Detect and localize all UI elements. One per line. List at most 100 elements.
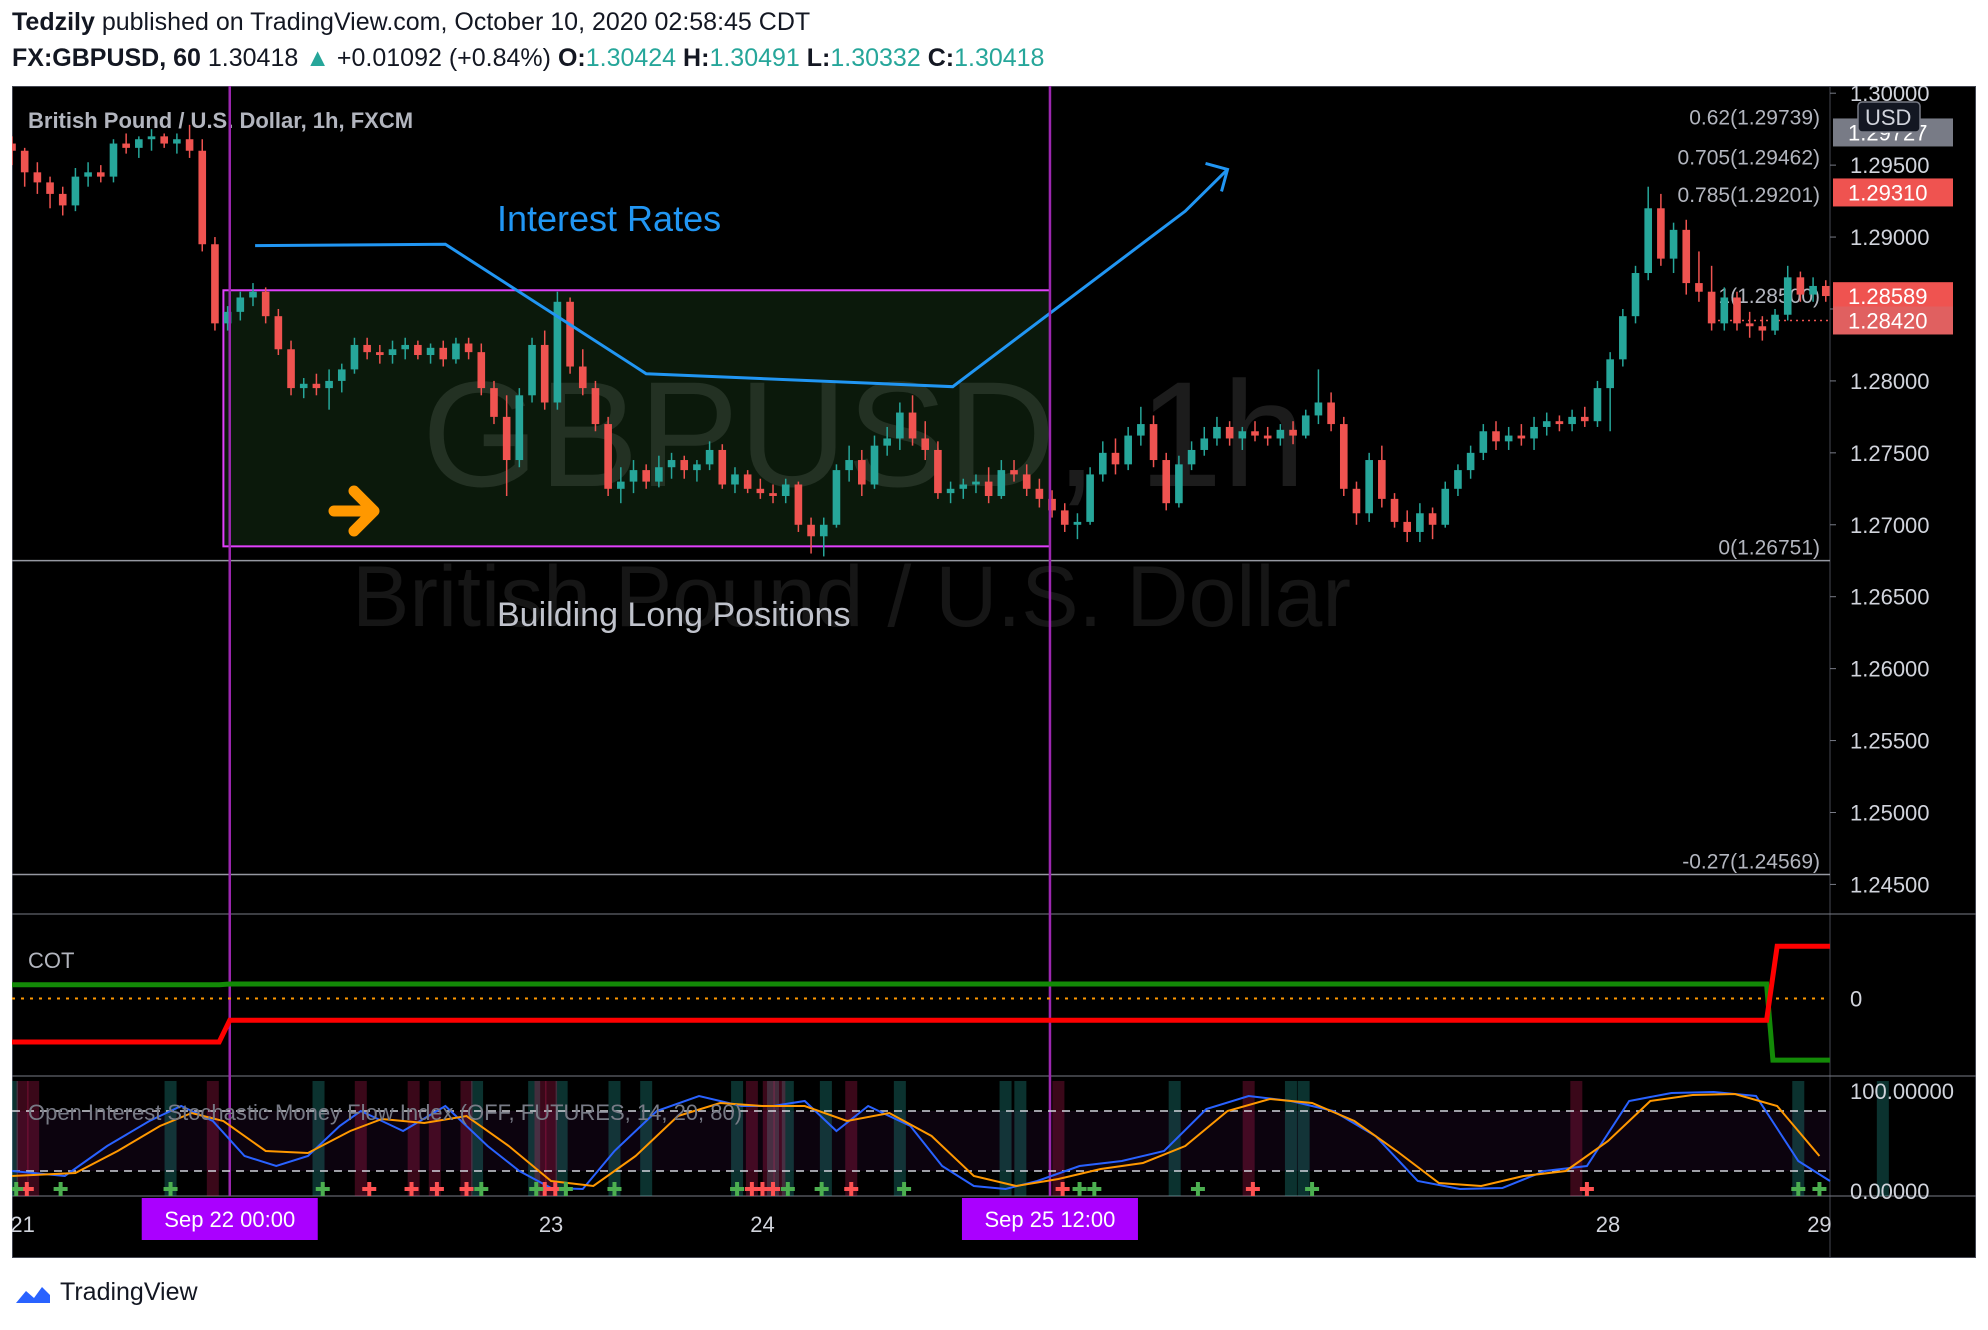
price-chart[interactable]: GBPUSD, 1h British Pound / U.S. Dollar 0.6… (12, 86, 1976, 1258)
candle-body (236, 297, 245, 312)
price-badge-label: 1.28589 (1848, 284, 1928, 309)
buy-plus-icon (12, 1182, 24, 1196)
candle-body (680, 460, 689, 471)
time-tick-label: 29 (1807, 1212, 1831, 1237)
candle-body (1593, 388, 1602, 422)
candle-body (807, 524, 815, 537)
candle-body (1352, 488, 1361, 514)
candle-body (617, 481, 625, 489)
stoch-band-fill (12, 1111, 1830, 1171)
buy-plus-icon (529, 1182, 544, 1196)
buy-plus-icon (1190, 1182, 1205, 1196)
stoch-signal-band-green (1792, 1081, 1805, 1196)
buy-plus-icon (474, 1182, 489, 1196)
candle-body (1035, 488, 1044, 499)
candle-body (185, 139, 194, 151)
candle-body (883, 438, 891, 446)
candle-body (934, 449, 942, 494)
candle-body (1631, 273, 1640, 317)
candle-body (426, 347, 435, 356)
price-change: +0.01092 (+0.84%) (336, 44, 551, 72)
stoch-signal-band-green (893, 1081, 906, 1196)
orange-arrow-icon (328, 485, 380, 537)
candle-body (337, 369, 346, 381)
candle-body (173, 139, 181, 144)
publish-line: Tedzily published on TradingView.com, Oc… (12, 8, 810, 37)
stoch-signal-band-red (762, 1081, 775, 1196)
buy-plus-icon (1812, 1182, 1827, 1196)
stoch-signal-band-green (731, 1081, 744, 1196)
cot-zero-label: 0 (1850, 987, 1862, 1012)
candle-body (1555, 421, 1564, 425)
sell-plus-icon (459, 1182, 474, 1196)
high-label: H: (683, 44, 710, 72)
candle-body (160, 136, 169, 144)
buy-plus-icon (315, 1182, 330, 1196)
candle-body (261, 291, 270, 317)
candle-body (452, 343, 460, 360)
candle-body (401, 344, 410, 350)
stoch-signal-band-green (12, 1081, 18, 1196)
tradingview-brand[interactable]: TradingView (60, 1278, 198, 1306)
candle-body (705, 449, 714, 465)
candle-body (1504, 435, 1513, 442)
stoch-signal-band-green (312, 1081, 325, 1196)
buy-plus-icon (1791, 1182, 1806, 1196)
candle-body (71, 176, 80, 206)
candle-body (731, 474, 739, 485)
candle-body (198, 150, 207, 245)
candle-body (604, 424, 612, 489)
candle-body (718, 449, 727, 485)
candle-body (1580, 416, 1589, 422)
buy-plus-icon (607, 1182, 622, 1196)
candle-body (464, 343, 473, 353)
candle-body (287, 349, 295, 389)
candle-body (274, 316, 283, 350)
interest-rates-label: Interest Rates (497, 198, 721, 239)
candle-body (33, 172, 42, 183)
candle-body (1644, 208, 1653, 274)
buy-plus-icon (730, 1182, 745, 1196)
candle-body (96, 172, 105, 177)
candle-body (122, 143, 130, 148)
candle-body (1137, 424, 1145, 436)
price-tick-label: 1.27500 (1850, 441, 1930, 466)
sell-plus-icon (362, 1182, 377, 1196)
stoch-label: Open Interest Stochastic Money Flow Inde… (28, 1100, 742, 1125)
candle-body (1289, 429, 1297, 436)
stoch-signal-band-red (1570, 1081, 1583, 1196)
footer: TradingView (12, 1278, 198, 1307)
candle-body (363, 344, 371, 353)
candle-body (147, 136, 156, 140)
stoch-signal-band-red (1052, 1081, 1065, 1196)
fib-level-label: 0.705(1.29462) (1678, 147, 1820, 170)
candle-body (566, 301, 574, 367)
candle-body (299, 383, 308, 389)
stoch-signal-band-green (819, 1081, 832, 1196)
ohlc-line: FX:GBPUSD, 60 1.30418 ▲ +0.01092 (+0.84%… (12, 44, 1044, 73)
stoch-signal-band-green (1168, 1081, 1181, 1196)
candle-body (553, 301, 562, 403)
sell-plus-icon (766, 1182, 781, 1196)
candle-body (1048, 498, 1056, 511)
interest-arrow-head (1205, 161, 1230, 192)
time-tick-label: 24 (750, 1212, 774, 1237)
candle-body (312, 383, 321, 389)
candle-body (1796, 277, 1805, 295)
building-long-label: Building Long Positions (497, 596, 850, 634)
close-value: 1.30418 (954, 44, 1045, 72)
stoch-signal-band-red (545, 1081, 558, 1196)
cot-label: COT (28, 948, 74, 973)
fib-level-label: 0.62(1.29739) (1689, 107, 1820, 130)
buy-plus-icon (780, 1182, 795, 1196)
price-badge (1833, 306, 1953, 335)
chart-background (12, 86, 1976, 1258)
stoch-signal-band-red (745, 1081, 758, 1196)
candle-body (1378, 460, 1386, 499)
candle-body (921, 438, 930, 450)
candle-body (12, 143, 16, 151)
stoch-signal-band-red (534, 1081, 547, 1196)
fib-level-label: 1(1.28500) (1718, 285, 1820, 308)
candle-body (1162, 460, 1171, 504)
author-name[interactable]: Tedzily (12, 8, 95, 36)
